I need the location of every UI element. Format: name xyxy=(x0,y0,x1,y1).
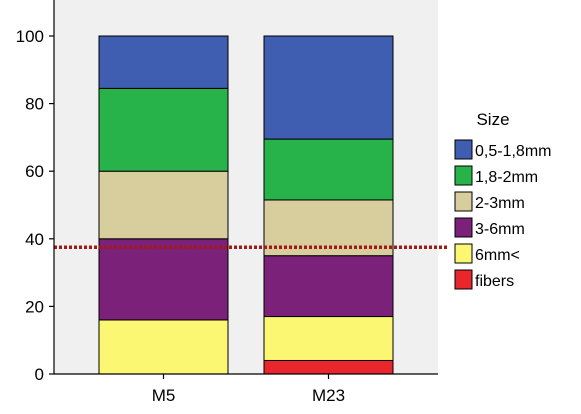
legend-title: Size xyxy=(476,110,509,129)
legend-label-3-6mm: 3-6mm xyxy=(475,221,525,238)
legend-label-1-8-2mm: 1,8-2mm xyxy=(475,169,538,186)
legend-swatch-6mm- xyxy=(454,243,473,264)
legend-swatch-fibers xyxy=(454,269,473,290)
y-tick-label: 100 xyxy=(16,27,44,46)
legend: Size 0,5-1,8mm 1,8-2mm 2-3mm 3-6mm 6mm< fiber… xyxy=(454,110,551,290)
axes-layer: 0 20 40 60 80 100 M5 M23 xyxy=(16,0,438,405)
legend-swatch-0-5-1-8mm xyxy=(454,139,473,160)
legend-label-0-5-1-8mm: 0,5-1,8mm xyxy=(475,143,551,160)
y-tick-label: 80 xyxy=(25,95,44,114)
bar-segment-m23-2-3mm xyxy=(263,199,394,257)
y-tick-label: 40 xyxy=(25,230,44,249)
legend-label-6mm-: 6mm< xyxy=(475,247,520,264)
legend-swatch-3-6mm xyxy=(454,217,473,238)
bars-layer xyxy=(98,35,394,375)
x-tick-label: M23 xyxy=(312,386,345,405)
legend-label-2-3mm: 2-3mm xyxy=(475,195,525,212)
bar-segment-m23-3-6mm xyxy=(263,255,394,318)
x-tick-label: M5 xyxy=(152,386,176,405)
legend-swatch-1-8-2mm xyxy=(454,165,473,186)
legend-label-fibers: fibers xyxy=(475,273,514,290)
y-tick-label: 60 xyxy=(25,162,44,181)
bar-segment-m23-0-5-1-8mm xyxy=(263,35,394,140)
bar-segment-m5-1-8-2mm xyxy=(98,87,229,172)
bar-segment-m5-3-6mm xyxy=(98,238,229,321)
bar-segment-m23-6mm- xyxy=(263,316,394,361)
legend-swatch-2-3mm xyxy=(454,191,473,212)
bar-segment-m23-fibers xyxy=(263,359,394,375)
bar-segment-m5-2-3mm xyxy=(98,170,229,240)
bar-segment-m5-0-5-1-8mm xyxy=(98,35,229,89)
y-tick-label: 20 xyxy=(25,297,44,316)
y-tick-label: 0 xyxy=(35,365,44,384)
bar-segment-m23-1-8-2mm xyxy=(263,138,394,201)
bar-segment-m5-6mm- xyxy=(98,319,229,375)
